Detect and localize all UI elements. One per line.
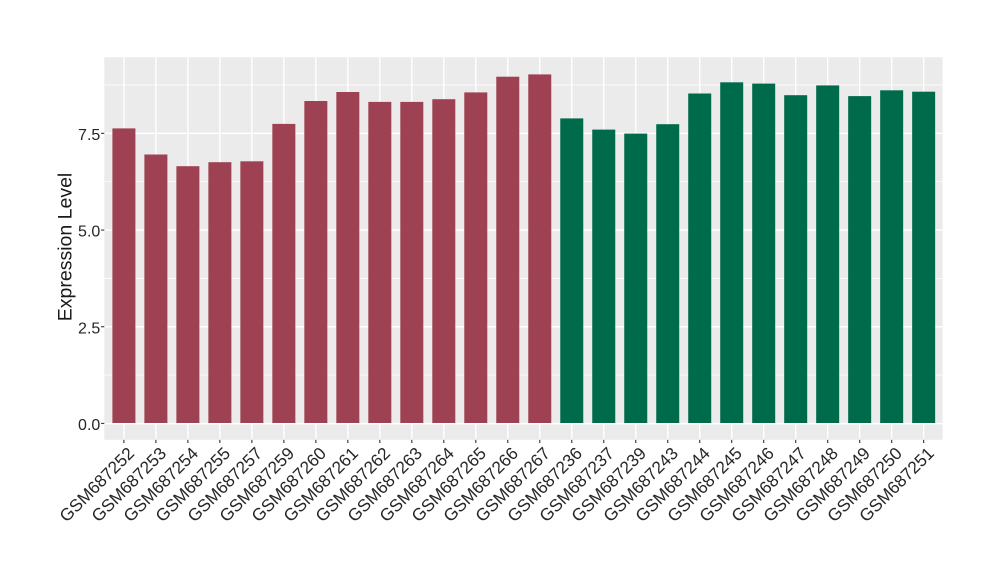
svg-text:7.5: 7.5	[78, 127, 100, 144]
svg-text:2.5: 2.5	[78, 320, 100, 337]
svg-text:Expression Level: Expression Level	[55, 173, 77, 322]
svg-text:5.0: 5.0	[78, 224, 100, 241]
svg-text:0.0: 0.0	[78, 417, 100, 434]
